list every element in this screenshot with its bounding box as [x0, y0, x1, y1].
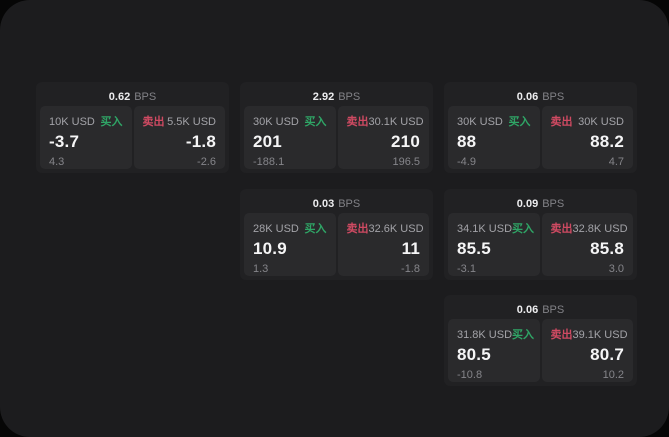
buy-delta: -3.1	[457, 263, 476, 275]
bps-header: 0.06 BPS	[448, 86, 633, 106]
sell-delta: -2.6	[197, 156, 216, 168]
bps-unit: BPS	[542, 198, 565, 210]
sell-price: -1.8	[185, 132, 216, 151]
bps-value: 0.03	[312, 198, 335, 210]
buy-amount: 30K USD	[457, 116, 503, 128]
quote-card: 0.06 BPS 31.8K USD 买入 80.5 -10.8 卖出 39.1K…	[444, 295, 637, 386]
buy-tile[interactable]: 10K USD 买入 -3.7 4.3	[40, 106, 132, 169]
buy-label: 买入	[304, 223, 327, 235]
sell-amount: 32.6K USD	[368, 223, 424, 235]
quote-body: 28K USD 买入 10.9 1.3 卖出 32.6K USD 11 -1.8	[244, 213, 429, 276]
bps-value: 0.06	[516, 304, 539, 316]
buy-amount: 10K USD	[49, 116, 95, 128]
bps-unit: BPS	[134, 91, 157, 103]
bps-unit: BPS	[338, 91, 361, 103]
sell-delta: 3.0	[608, 263, 624, 275]
quote-body: 30K USD 买入 201 -188.1 卖出 30.1K USD 210 1…	[244, 106, 429, 169]
buy-label: 买入	[100, 116, 123, 128]
quote-body: 34.1K USD 买入 85.5 -3.1 卖出 32.8K USD 85.8…	[448, 213, 633, 276]
sell-tile[interactable]: 卖出 32.8K USD 85.8 3.0	[541, 213, 633, 276]
quote-card: 0.03 BPS 28K USD 买入 10.9 1.3 卖出 32.6K USD…	[240, 189, 433, 280]
bps-header: 0.03 BPS	[244, 193, 429, 213]
buy-label: 买入	[512, 223, 535, 235]
sell-amount: 39.1K USD	[572, 329, 628, 341]
buy-tile[interactable]: 28K USD 买入 10.9 1.3	[244, 213, 336, 276]
sell-tile[interactable]: 卖出 30K USD 88.2 4.7	[541, 106, 633, 169]
buy-delta: -4.9	[457, 156, 476, 168]
buy-label: 买入	[512, 329, 535, 341]
buy-delta: 1.3	[253, 263, 269, 275]
sell-label: 卖出	[346, 116, 369, 128]
buy-amount: 30K USD	[253, 116, 299, 128]
buy-delta: -188.1	[253, 156, 285, 168]
buy-delta: 4.3	[49, 156, 65, 168]
sell-label: 卖出	[550, 329, 573, 341]
buy-price: -3.7	[49, 132, 80, 151]
sell-label: 卖出	[550, 116, 573, 128]
buy-amount: 34.1K USD	[457, 223, 513, 235]
sell-delta: 196.5	[392, 156, 420, 168]
buy-tile[interactable]: 34.1K USD 买入 85.5 -3.1	[448, 213, 540, 276]
bps-header: 2.92 BPS	[244, 86, 429, 106]
buy-delta: -10.8	[457, 369, 483, 381]
bps-header: 0.06 BPS	[448, 299, 633, 319]
sell-delta: 10.2	[602, 369, 624, 381]
sell-amount: 32.8K USD	[572, 223, 628, 235]
sell-tile[interactable]: 卖出 30.1K USD 210 196.5	[337, 106, 429, 169]
sell-delta: -1.8	[401, 263, 420, 275]
buy-tile[interactable]: 30K USD 买入 88 -4.9	[448, 106, 540, 169]
quote-card: 2.92 BPS 30K USD 买入 201 -188.1 卖出 30.1K U…	[240, 82, 433, 173]
quote-card: 0.09 BPS 34.1K USD 买入 85.5 -3.1 卖出 32.8K …	[444, 189, 637, 280]
bps-unit: BPS	[542, 304, 565, 316]
bps-header: 0.09 BPS	[448, 193, 633, 213]
sell-tile[interactable]: 卖出 32.6K USD 11 -1.8	[337, 213, 429, 276]
quote-body: 30K USD 买入 88 -4.9 卖出 30K USD 88.2 4.7	[448, 106, 633, 169]
buy-price: 10.9	[253, 239, 287, 258]
buy-tile[interactable]: 30K USD 买入 201 -188.1	[244, 106, 336, 169]
sell-price: 85.8	[590, 239, 624, 258]
bps-value: 0.09	[516, 198, 539, 210]
sell-label: 卖出	[142, 116, 165, 128]
buy-price: 201	[253, 132, 282, 151]
bps-value: 0.62	[108, 91, 131, 103]
sell-amount: 5.5K USD	[167, 116, 216, 128]
buy-amount: 31.8K USD	[457, 329, 513, 341]
quote-card: 0.62 BPS 10K USD 买入 -3.7 4.3 卖出 5.5K USD …	[36, 82, 229, 173]
bps-unit: BPS	[542, 91, 565, 103]
sell-price: 88.2	[590, 132, 624, 151]
sell-delta: 4.7	[608, 156, 624, 168]
buy-price: 80.5	[457, 345, 491, 364]
sell-amount: 30.1K USD	[368, 116, 424, 128]
sell-label: 卖出	[550, 223, 573, 235]
bps-value: 2.92	[312, 91, 335, 103]
buy-price: 88	[457, 132, 477, 151]
bps-header: 0.62 BPS	[40, 86, 225, 106]
quote-body: 31.8K USD 买入 80.5 -10.8 卖出 39.1K USD 80.…	[448, 319, 633, 382]
bps-value: 0.06	[516, 91, 539, 103]
buy-amount: 28K USD	[253, 223, 299, 235]
sell-label: 卖出	[346, 223, 369, 235]
buy-price: 85.5	[457, 239, 491, 258]
sell-price: 210	[391, 132, 420, 151]
quote-body: 10K USD 买入 -3.7 4.3 卖出 5.5K USD -1.8 -2.…	[40, 106, 225, 169]
bps-unit: BPS	[338, 198, 361, 210]
buy-label: 买入	[508, 116, 531, 128]
buy-tile[interactable]: 31.8K USD 买入 80.5 -10.8	[448, 319, 540, 382]
sell-amount: 30K USD	[578, 116, 624, 128]
buy-label: 买入	[304, 116, 327, 128]
sell-price: 80.7	[590, 345, 624, 364]
sell-tile[interactable]: 卖出 5.5K USD -1.8 -2.6	[133, 106, 225, 169]
quote-card: 0.06 BPS 30K USD 买入 88 -4.9 卖出 30K USD 88…	[444, 82, 637, 173]
sell-price: 11	[401, 239, 420, 258]
sell-tile[interactable]: 卖出 39.1K USD 80.7 10.2	[541, 319, 633, 382]
